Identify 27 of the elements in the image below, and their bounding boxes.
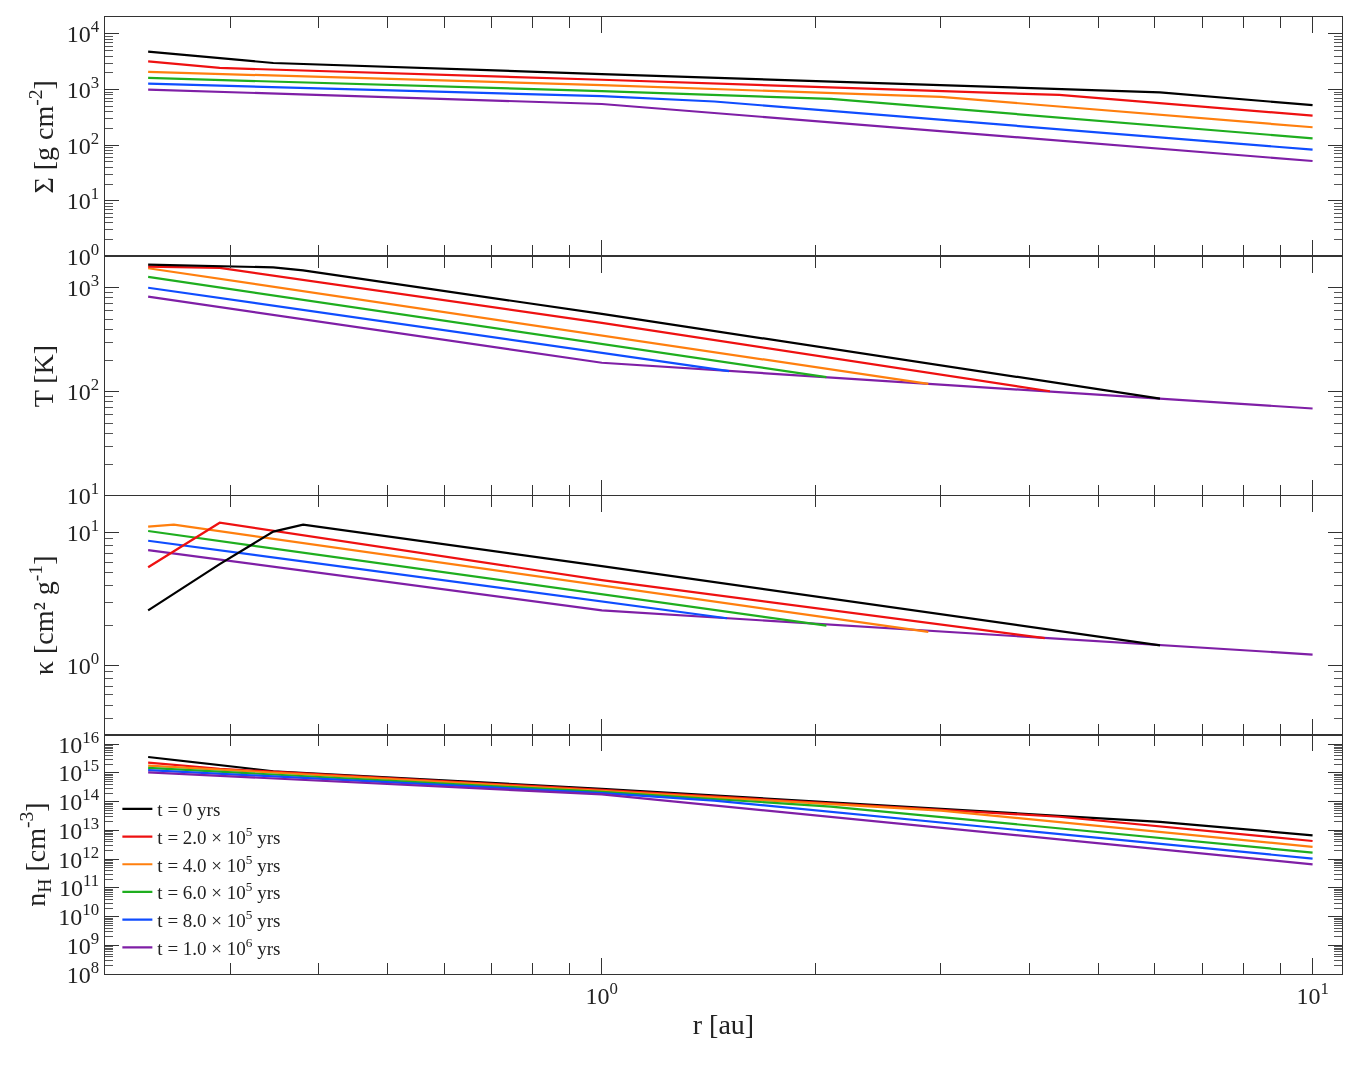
y-tick-label: 10$^{9}$ <box>66 928 100 959</box>
legend-label: t = 6.0 × 10$^{5}$ yrs <box>157 879 281 904</box>
y-tick-label: 10$^{2}$ <box>66 128 100 159</box>
legend-label: t = 2.0 × 10$^{5}$ yrs <box>157 824 281 848</box>
y-tick-label: 10$^{4}$ <box>66 17 100 48</box>
y-tick-label: 10$^{16}$ <box>58 727 100 758</box>
y-tick-label: 10$^{3}$ <box>66 271 100 302</box>
y-tick-label: 10$^{0}$ <box>66 648 100 679</box>
y-tick-label: 10$^{10}$ <box>58 900 100 931</box>
y-tick-label: 10$^{0}$ <box>66 239 100 270</box>
y-axis-title: T [K] <box>28 344 60 408</box>
legend-label: t = 1.0 × 10$^{6}$ yrs <box>157 934 281 959</box>
legend-label: t = 8.0 × 10$^{5}$ yrs <box>157 907 281 932</box>
y-tick-label: 10$^{11}$ <box>58 871 100 902</box>
x-axis-title: r [au] <box>692 1009 755 1041</box>
y-tick-label: 10$^{12}$ <box>58 842 100 873</box>
y-tick-label: 10$^{14}$ <box>58 785 100 816</box>
y-tick-label: 10$^{3}$ <box>66 72 100 103</box>
y-tick-label: 10$^{1}$ <box>66 479 100 510</box>
y-tick-label: 10$^{8}$ <box>66 957 100 988</box>
y-tick-label: 10$^{1}$ <box>66 184 100 215</box>
y-tick-label: 10$^{15}$ <box>58 756 100 787</box>
legend-label: t = 0 yrs <box>157 799 221 821</box>
y-tick-label: 10$^{2}$ <box>66 375 100 406</box>
y-tick-label: 10$^{13}$ <box>58 813 100 844</box>
y-tick-label: 10$^{1}$ <box>66 516 100 547</box>
legend-label: t = 4.0 × 10$^{5}$ yrs <box>157 851 281 876</box>
